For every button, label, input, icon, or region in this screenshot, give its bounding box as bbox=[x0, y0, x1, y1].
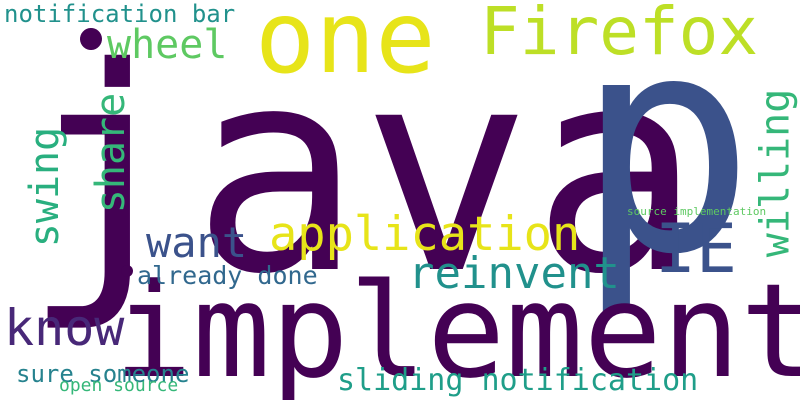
word-swing: swing bbox=[22, 126, 69, 248]
word-notification-bar: notification bar bbox=[4, 0, 236, 28]
word-share: share bbox=[88, 92, 135, 214]
word-implement: implement bbox=[114, 255, 800, 400]
word-wheel: wheel bbox=[107, 22, 228, 68]
word-ie: IE bbox=[655, 210, 737, 289]
word-java: java bbox=[22, 7, 702, 336]
word-sliding-notification: sliding notification bbox=[337, 363, 699, 398]
word-one: one bbox=[255, 0, 436, 96]
word-already-done: already done bbox=[137, 261, 318, 290]
word-open-source: open source bbox=[59, 375, 179, 396]
word-application: application bbox=[269, 207, 581, 262]
word-willing: willing bbox=[752, 88, 799, 258]
word-firefox: Firefox bbox=[480, 0, 759, 70]
word-want: want bbox=[146, 218, 248, 267]
word-reinvent: reinvent bbox=[408, 248, 620, 299]
word-sure-someone: sure someone bbox=[16, 360, 190, 388]
word-source-implementation: source implementation bbox=[627, 205, 767, 218]
dot-i-implement bbox=[121, 265, 133, 277]
word-p: p bbox=[575, 0, 756, 320]
word-know: know bbox=[4, 299, 125, 357]
